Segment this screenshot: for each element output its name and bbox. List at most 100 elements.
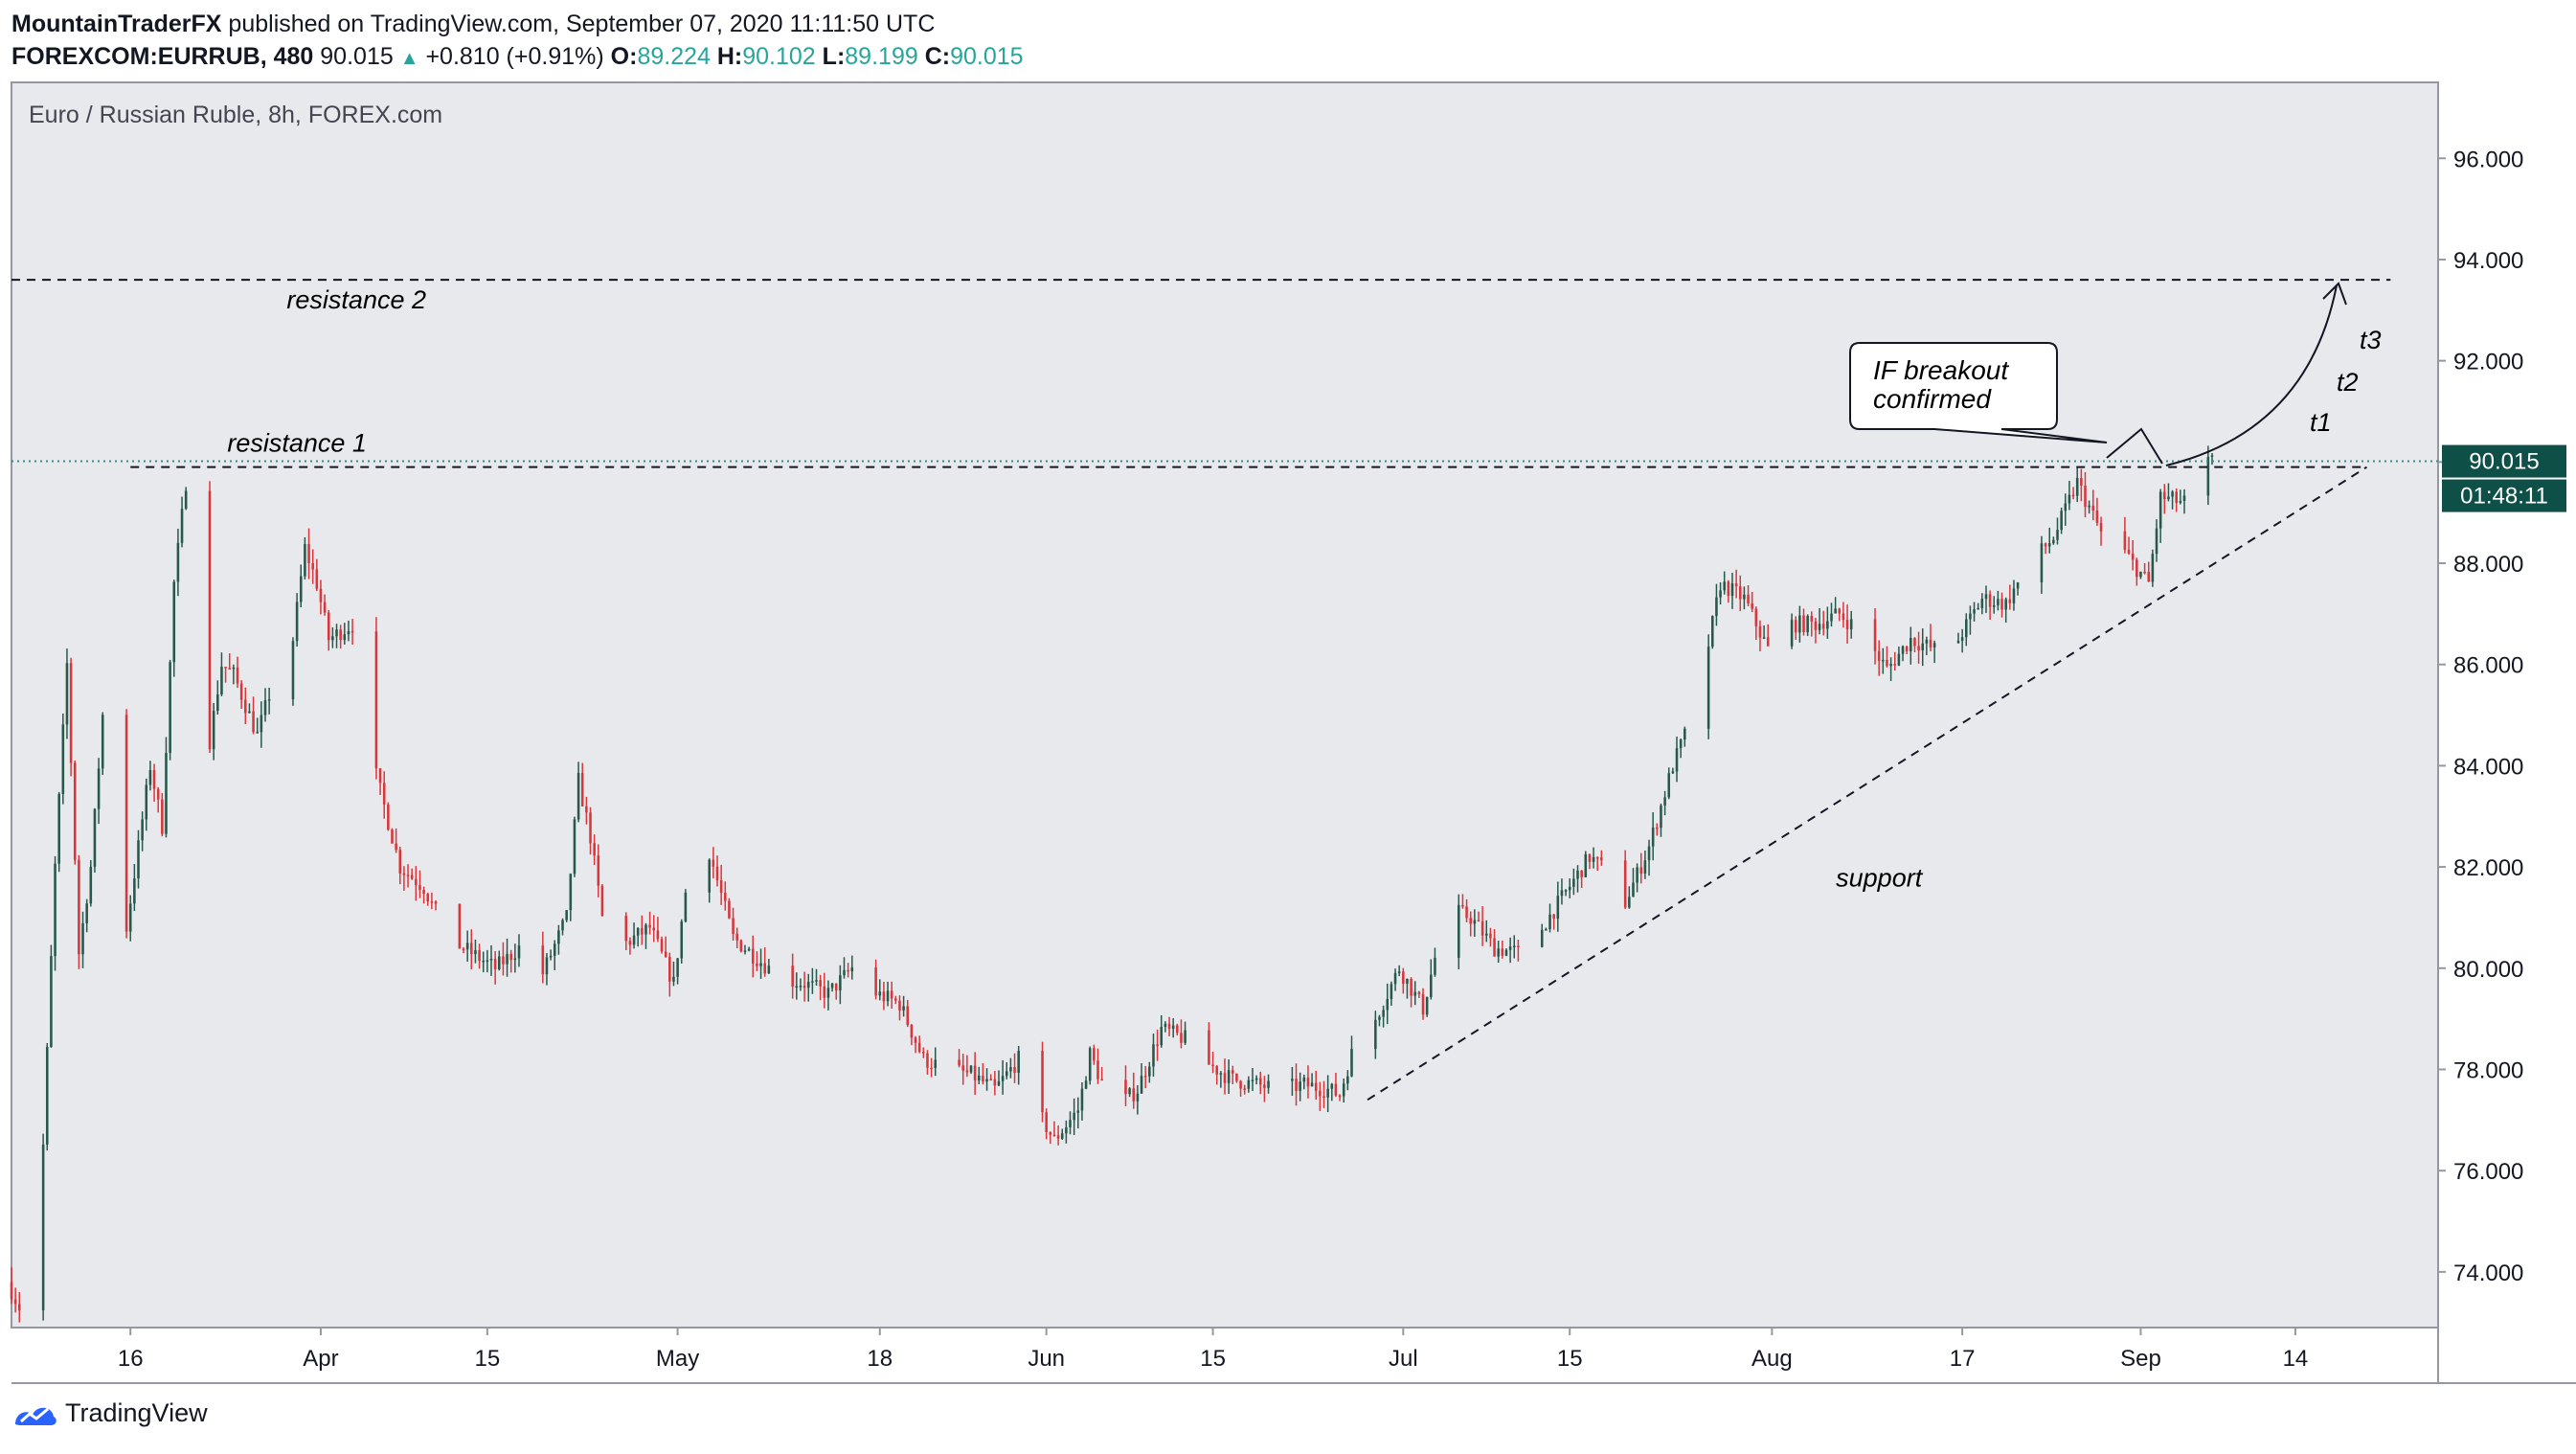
chart-title: Euro / Russian Ruble, 8h, FOREX.com [29, 102, 442, 128]
y-tick-label: 86.000 [2453, 653, 2523, 679]
candle-body [1751, 603, 1753, 609]
tradingview-brand[interactable]: TradingView [65, 1398, 208, 1427]
candle-body [1001, 1076, 1005, 1081]
candle-body [806, 982, 810, 988]
candle-body [137, 840, 140, 879]
candle-body [1410, 979, 1412, 996]
candle-body [1671, 771, 1675, 774]
support-line[interactable] [1367, 466, 2368, 1102]
callout-line-1: IF breakout [1873, 355, 2009, 385]
candle-body [2163, 491, 2166, 500]
candle-body [402, 873, 406, 875]
candle-body [1667, 773, 1671, 798]
candle-body [576, 772, 580, 820]
candle-body [13, 1299, 17, 1305]
candle-body [914, 1037, 917, 1043]
candle-body [1738, 586, 1742, 600]
candle-body [1406, 979, 1409, 984]
callout-bubble[interactable] [1849, 342, 2108, 443]
candle-body [1156, 1044, 1159, 1046]
candle-body [1639, 867, 1643, 874]
candle-body [969, 1065, 973, 1073]
candle-body [1382, 1010, 1385, 1017]
candle-body [906, 1006, 910, 1025]
x-tick-label: Jun [1028, 1346, 1065, 1372]
candle-body [2167, 496, 2170, 500]
candle-body [826, 988, 830, 998]
candle-body [1909, 638, 1912, 651]
tradingview-logo-icon[interactable] [13, 1399, 57, 1428]
candle-body [232, 667, 236, 670]
candle-body [830, 983, 834, 988]
candle-body [1997, 599, 2000, 606]
x-tick-label: 17 [1950, 1346, 1976, 1372]
candle-body [1346, 1076, 1349, 1084]
target-arrow[interactable] [2165, 284, 2338, 466]
candle-body [1017, 1051, 1020, 1074]
candle-body [802, 986, 806, 988]
candle-body [2056, 530, 2059, 540]
candle-body [395, 843, 397, 851]
candle-body [1723, 581, 1726, 591]
candle-body [493, 959, 497, 969]
candle-body [1319, 1090, 1322, 1097]
candle-body [2182, 495, 2186, 502]
price-axis[interactable]: 74.000 76.000 78.000 80.000 82.000 84.000 86.0… [2438, 147, 2523, 1286]
candle-body [50, 956, 53, 1048]
candle-body [1727, 581, 1730, 597]
candle-body [1208, 1030, 1210, 1065]
candle-body [422, 890, 425, 895]
candle-body [894, 998, 897, 1001]
candle-body [2206, 456, 2210, 496]
candle-body [2040, 543, 2044, 582]
candle-body [78, 859, 80, 955]
candle-body [220, 667, 223, 694]
candle-body [176, 542, 180, 582]
candle-body [1243, 1088, 1246, 1090]
author-name[interactable]: MountainTraderFX [11, 11, 222, 37]
candle-body [260, 715, 263, 733]
candle-body [1675, 748, 1679, 772]
candle-body [1517, 945, 1520, 947]
close-value: 90.015 [950, 43, 1024, 70]
candle-body [1049, 1131, 1052, 1135]
candle-body [1056, 1135, 1060, 1139]
candle-body [1660, 805, 1662, 829]
candle-body [1060, 1133, 1064, 1139]
close-label: C: [924, 43, 951, 70]
candle-body [1838, 608, 1842, 614]
candle-body [1992, 605, 1996, 607]
candle-body [561, 920, 564, 931]
publish-info: published on TradingView.com, September … [228, 11, 936, 37]
candle-body [517, 945, 521, 959]
candle-body [248, 711, 251, 714]
low-label: L: [822, 43, 846, 70]
candle-body [1231, 1070, 1234, 1074]
symbol-label[interactable]: FOREXCOM:EURRUB, 480 [11, 43, 314, 70]
breakout-path[interactable] [2106, 427, 2163, 465]
candle-body [1457, 904, 1460, 958]
candle-body [1140, 1076, 1143, 1094]
candle-body [1413, 991, 1417, 996]
time-axis[interactable]: 16 Apr 15 May 18 Jun 15 Jul 15 Aug 17 Sep 14 [118, 1328, 2308, 1372]
candle-body [152, 770, 156, 789]
candle-body [1790, 620, 1794, 647]
y-tick-label: 80.000 [2453, 957, 2523, 983]
candle-body [934, 1059, 938, 1068]
candle-body [1484, 933, 1488, 936]
candle-body [1314, 1082, 1318, 1091]
candle-body [1636, 867, 1638, 883]
candle-body [1766, 637, 1770, 647]
candle-body [1477, 920, 1480, 922]
candle-body [2171, 491, 2174, 497]
candle-body [1882, 660, 1885, 662]
candle-body [169, 662, 171, 754]
candle-body [791, 966, 794, 988]
candle-body [391, 829, 394, 844]
candle-body [1402, 971, 1405, 984]
countdown-badge [2442, 479, 2566, 512]
candle-body [1302, 1078, 1306, 1082]
plot-area[interactable] [11, 81, 2439, 1329]
x-tick-label: Jul [1389, 1346, 1418, 1372]
